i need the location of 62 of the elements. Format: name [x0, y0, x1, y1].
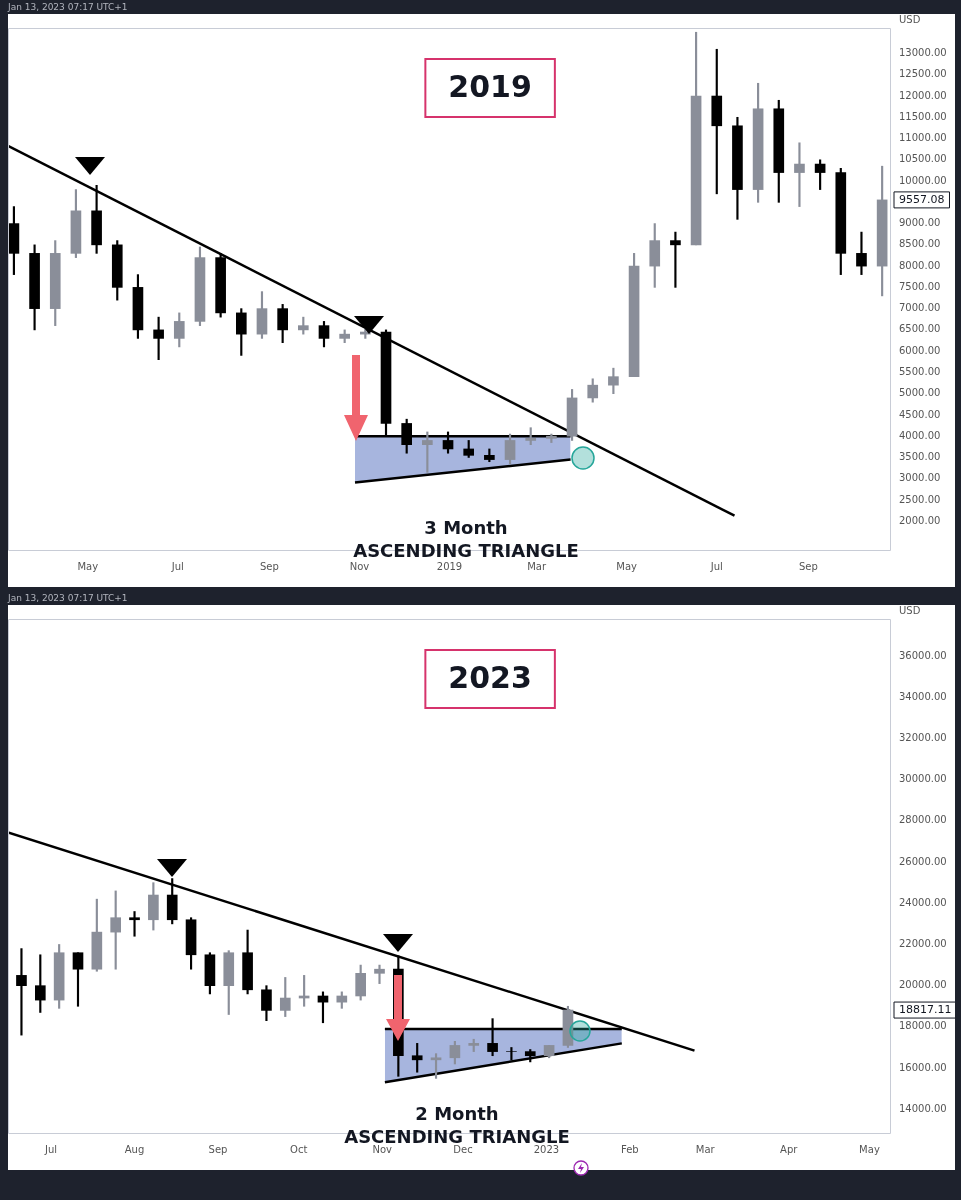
y-tick-label: 10500.00 — [899, 153, 947, 165]
text: 9557.08 — [899, 192, 945, 206]
x-tick-label: 2023 — [533, 1143, 560, 1155]
y-tick-label: 10000.00 — [899, 174, 947, 186]
y-tick-label: 8500.00 — [899, 238, 941, 250]
x-tick-label: Feb — [621, 1143, 639, 1155]
y-tick-label: 11500.00 — [899, 110, 947, 122]
y-tick-label: 34000.00 — [899, 690, 947, 702]
y-tick-label: 36000.00 — [899, 649, 947, 661]
text: 18817.11 — [899, 1002, 952, 1016]
text: 2023 — [448, 659, 532, 695]
x-tick-label: Apr — [780, 1143, 799, 1155]
text: Jan 13, 2023 07:17 UTC+1 — [8, 592, 128, 605]
x-tick-label: Aug — [124, 1143, 145, 1155]
x-tick-label: Sep — [798, 560, 818, 572]
x-tick-label: May — [859, 1143, 880, 1155]
y-tick-label: 30000.00 — [899, 773, 947, 785]
y-tick-label: 6500.00 — [899, 323, 941, 335]
x-tick-label: 2019 — [436, 560, 463, 572]
x-tick-label: Jul — [170, 560, 184, 572]
y-tick-label: 7500.00 — [899, 280, 941, 292]
x-tick-label: Jul — [44, 1143, 58, 1155]
x-tick-label: May — [616, 560, 638, 572]
x-tick-label: Jul — [709, 560, 723, 572]
y-tick-label: 16000.00 — [899, 1061, 947, 1073]
y-tick-label: 20000.00 — [899, 979, 947, 991]
y-tick-label: 3500.00 — [899, 451, 941, 463]
annotation: 3 Month ASCENDING TRIANGLE — [353, 517, 579, 562]
y-tick-label: 4000.00 — [899, 429, 941, 441]
y-tick-label: 22000.00 — [899, 938, 947, 950]
y-tick-label: 12500.00 — [899, 68, 947, 80]
x-tick-label: Sep — [259, 560, 279, 572]
x-tick-label: Oct — [290, 1143, 308, 1155]
y-tick-label: 26000.00 — [899, 855, 947, 867]
y-tick-label: 24000.00 — [899, 896, 947, 908]
text: Jan 13, 2023 07:17 UTC+1 — [8, 1, 128, 14]
x-tick-label: Mar — [527, 560, 547, 572]
x-tick-label: Dec — [453, 1143, 473, 1155]
x-tick-label: Nov — [349, 560, 370, 572]
text: 2019 — [448, 68, 532, 104]
y-tick-label: 32000.00 — [899, 732, 947, 744]
y-tick-label: 2000.00 — [899, 514, 941, 526]
y-axis-title: USD — [899, 604, 921, 616]
y-tick-label: 18000.00 — [899, 1020, 947, 1032]
y-tick-label: 5000.00 — [899, 387, 941, 399]
y-tick-label: 2500.00 — [899, 493, 941, 505]
y-tick-label: 12000.00 — [899, 89, 947, 101]
y-tick-label: 3000.00 — [899, 472, 941, 484]
x-tick-label: Sep — [208, 1143, 228, 1155]
y-tick-label: 8000.00 — [899, 259, 941, 271]
y-tick-label: 6000.00 — [899, 344, 941, 356]
y-tick-label: 9000.00 — [899, 217, 941, 229]
y-tick-label: 14000.00 — [899, 1102, 947, 1114]
y-tick-label: 13000.00 — [899, 47, 947, 59]
y-tick-label: 11000.00 — [899, 132, 947, 144]
x-tick-label: Mar — [695, 1143, 716, 1155]
y-axis-title: USD — [899, 13, 921, 25]
y-tick-label: 7000.00 — [899, 302, 941, 314]
y-tick-label: 28000.00 — [899, 814, 947, 826]
x-tick-label: May — [77, 560, 99, 572]
y-tick-label: 4500.00 — [899, 408, 941, 420]
y-tick-label: 5500.00 — [899, 366, 941, 378]
